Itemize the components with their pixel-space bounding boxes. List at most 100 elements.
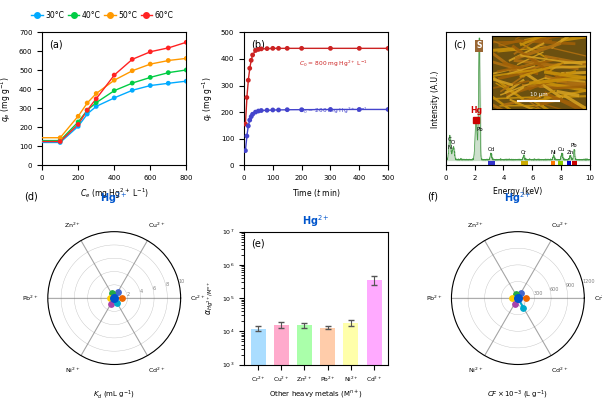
Point (92, 99, 101, 106)
Text: 6: 6 (153, 286, 156, 291)
Point (253, 46, 263, 53)
Point (246, 113, 256, 120)
Point (55, 138, 65, 145)
Point (55, 134, 65, 141)
Text: 1200: 1200 (582, 279, 595, 284)
Text: (b): (b) (251, 39, 265, 49)
Point (73, 123, 83, 130)
Text: 900: 900 (566, 283, 576, 288)
Text: (a): (a) (49, 39, 63, 49)
Bar (343, 323, 358, 405)
Point (516, 290, 526, 296)
Text: Cd: Cd (487, 147, 495, 153)
Point (242, 94, 252, 101)
Y-axis label: $q_t$ (mg g$^{-1}$): $q_t$ (mg g$^{-1}$) (201, 77, 215, 121)
Point (268, 107, 278, 113)
Polygon shape (110, 292, 122, 304)
Bar (367, 280, 382, 405)
Point (82, 111, 92, 117)
Legend: 30°C, 40°C, 50°C, 60°C: 30°C, 40°C, 50°C, 60°C (28, 8, 176, 23)
Point (110, 77, 119, 83)
X-axis label: Other heavy metals (M$^{n+}$): Other heavy metals (M$^{n+}$) (269, 389, 363, 401)
Text: Hg: Hg (470, 106, 482, 115)
Point (355, 45, 364, 51)
Point (164, 69, 173, 76)
Text: Zn: Zn (566, 149, 574, 155)
Point (146, 82, 155, 89)
Point (82, 107, 92, 113)
Point (110, 87, 119, 94)
Text: Pb: Pb (571, 143, 577, 148)
Text: (e): (e) (251, 238, 265, 248)
Point (146, 74, 155, 81)
Point (274, 107, 284, 113)
Point (256, 46, 266, 52)
Text: 600: 600 (550, 287, 559, 292)
Text: $C_0$ = 200 mg Hg$^{2+}$ L$^{-1}$: $C_0$ = 200 mg Hg$^{2+}$ L$^{-1}$ (299, 105, 367, 116)
Point (92, 90, 101, 97)
Point (518, 305, 528, 311)
Text: 300: 300 (534, 292, 544, 296)
Point (55, 137, 65, 144)
Point (268, 45, 278, 51)
Point (242, 133, 252, 139)
Point (383, 106, 393, 113)
Point (241, 121, 250, 127)
Point (164, 80, 173, 87)
Point (110, 72, 119, 78)
Text: Ni: Ni (551, 149, 556, 155)
Point (326, 106, 335, 113)
Bar (297, 326, 312, 405)
Point (274, 45, 284, 51)
Point (326, 45, 335, 51)
Point (146, 49, 155, 55)
Text: 4: 4 (140, 289, 143, 294)
Point (92, 103, 101, 110)
Text: 2: 2 (127, 292, 130, 297)
X-axis label: Energy (keV): Energy (keV) (493, 187, 542, 196)
Text: $CF \times 10^{-3}$ (L g$^{-1}$): $CF \times 10^{-3}$ (L g$^{-1}$) (488, 388, 548, 401)
Point (181, 67, 191, 73)
Point (106, 301, 116, 307)
Point (73, 119, 83, 125)
Polygon shape (512, 293, 526, 308)
Point (92, 96, 101, 102)
Point (117, 295, 127, 301)
Point (297, 45, 306, 51)
Point (282, 107, 292, 113)
Text: (d): (d) (24, 192, 38, 202)
Point (248, 52, 258, 58)
Point (55, 139, 65, 146)
Point (105, 295, 115, 301)
Point (282, 45, 292, 51)
Point (113, 300, 122, 307)
X-axis label: Time ($t$ min): Time ($t$ min) (292, 187, 340, 198)
Point (355, 106, 364, 113)
Point (253, 108, 263, 114)
Text: $K_d$ (mL g$^{-1}$): $K_d$ (mL g$^{-1}$) (93, 388, 135, 401)
Text: Cr: Cr (521, 149, 527, 155)
Text: (c): (c) (453, 39, 466, 49)
Point (262, 45, 272, 52)
Point (82, 107, 92, 113)
Text: Pb: Pb (476, 127, 483, 132)
Point (73, 121, 83, 128)
Point (128, 56, 137, 63)
Text: 10: 10 (179, 279, 185, 284)
Point (241, 147, 250, 154)
Point (146, 61, 155, 67)
Point (181, 55, 191, 62)
Y-axis label: $q_e$ (mg g$^{-1}$): $q_e$ (mg g$^{-1}$) (0, 76, 13, 122)
Text: S: S (476, 41, 482, 51)
Text: Hg$^{2+}$: Hg$^{2+}$ (302, 213, 330, 229)
Text: Cu: Cu (558, 147, 565, 153)
Point (510, 301, 520, 307)
Y-axis label: Intensity (A.U.): Intensity (A.U.) (431, 70, 440, 128)
Point (245, 117, 255, 123)
Point (73, 113, 83, 119)
Point (513, 295, 523, 301)
Point (164, 57, 173, 64)
Point (82, 100, 92, 106)
Point (107, 290, 116, 297)
Point (245, 65, 255, 72)
